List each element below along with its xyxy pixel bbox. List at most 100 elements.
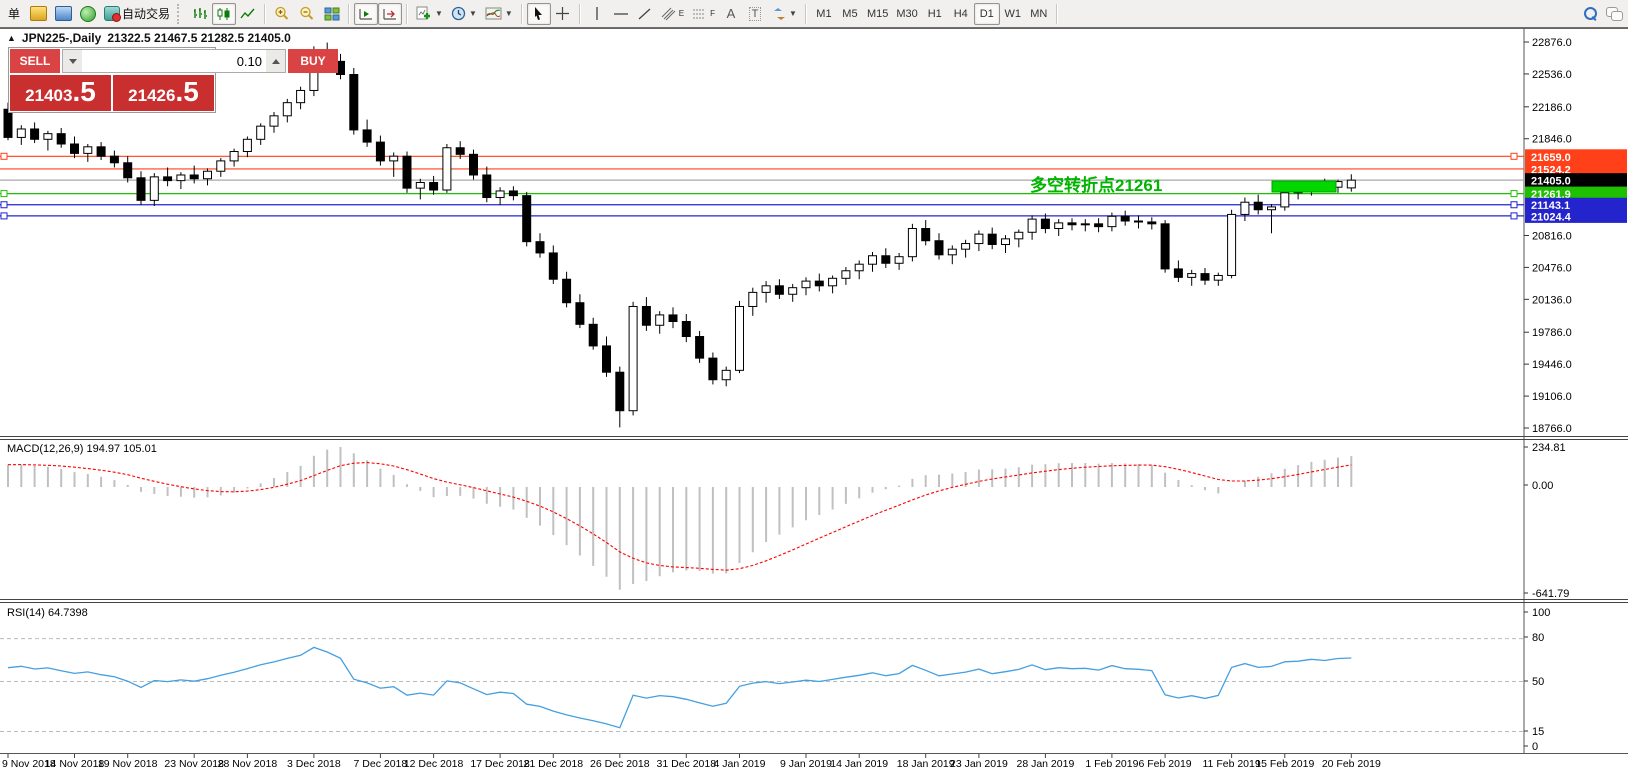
text-label-tool[interactable]: T: [743, 3, 767, 25]
price-tick-label: 20816.0: [1532, 230, 1572, 242]
timeframe-M1[interactable]: M1: [816, 7, 832, 20]
candle: [761, 285, 771, 293]
terminal-icon-button[interactable]: [51, 3, 76, 25]
candle: [482, 174, 492, 199]
line-handle[interactable]: [1510, 190, 1518, 198]
buy-button[interactable]: BUY: [288, 49, 338, 73]
volume-increase-button[interactable]: [266, 50, 285, 72]
candle: [894, 256, 904, 264]
line-handle[interactable]: [0, 201, 8, 209]
indicators-dropdown[interactable]: ▼: [481, 3, 517, 25]
deposit-icon-button[interactable]: [26, 3, 51, 25]
tile-windows-button[interactable]: [320, 3, 344, 25]
timeframe-H4[interactable]: H4: [953, 7, 968, 20]
zoom-out-icon: [300, 6, 314, 20]
equidistant-channel-tool[interactable]: E: [657, 3, 688, 25]
timeframe-W1[interactable]: W1: [1004, 7, 1022, 20]
date-label: 26 Dec 2018: [590, 758, 650, 770]
green-rectangle-object[interactable]: [1271, 180, 1337, 193]
period-dropdown[interactable]: ▼: [447, 3, 481, 25]
vertical-line-tool[interactable]: [585, 3, 609, 25]
horizontal-line-tool[interactable]: [609, 3, 633, 25]
date-label: 14 Nov 2018: [45, 758, 105, 770]
line-handle[interactable]: [1510, 201, 1518, 209]
candle: [1120, 215, 1130, 222]
text-label-icon: T: [748, 6, 762, 21]
line-handle[interactable]: [1510, 212, 1518, 220]
fibonacci-tool[interactable]: F: [688, 3, 719, 25]
sell-button[interactable]: SELL: [10, 49, 60, 73]
line-handle[interactable]: [0, 152, 8, 160]
triangle-up-icon: [271, 58, 280, 64]
volume-decrease-button[interactable]: [63, 50, 82, 72]
sell-price[interactable]: 21403.5: [10, 75, 111, 111]
candle: [1014, 231, 1024, 240]
date-label: 1 Feb 2019: [1085, 758, 1138, 770]
date-label: 4 Jan 2019: [714, 758, 766, 770]
bar-chart-mode-button[interactable]: [188, 3, 212, 25]
candle: [508, 190, 518, 197]
new-chart-dropdown[interactable]: ▼: [412, 3, 447, 25]
timeframe-D1[interactable]: D1: [973, 2, 1000, 25]
sell-price-frac: .5: [72, 76, 96, 107]
candle: [495, 190, 505, 199]
candle: [415, 182, 425, 189]
candle: [296, 89, 306, 104]
candle: [1107, 215, 1117, 228]
cursor-tool-button[interactable]: [526, 2, 551, 25]
timeframe-M5[interactable]: M5: [842, 7, 858, 20]
timeframe-MN[interactable]: MN: [1030, 7, 1048, 20]
line-handle[interactable]: [0, 212, 8, 220]
toolbar-grip: [177, 3, 185, 24]
rsi-line: [7, 646, 1352, 729]
candlestick-mode-button[interactable]: [212, 2, 237, 25]
candle: [1054, 222, 1064, 230]
line-chart-mode-button[interactable]: [236, 3, 260, 25]
candle: [1346, 179, 1356, 189]
signals-icon-button[interactable]: [76, 3, 100, 25]
zoom-out-button[interactable]: [295, 3, 320, 25]
auto-scroll-button[interactable]: [354, 2, 379, 25]
text-tool[interactable]: A: [719, 3, 743, 25]
line-handle[interactable]: [1510, 152, 1518, 160]
candle: [96, 146, 106, 157]
search-button[interactable]: [1578, 3, 1602, 25]
new-chart-icon: [416, 6, 431, 20]
timeframe-H1[interactable]: H1: [927, 7, 942, 20]
zoom-in-button[interactable]: [270, 3, 295, 25]
chat-button[interactable]: [1602, 3, 1626, 25]
fibonacci-icon: [693, 9, 706, 18]
chart-shift-button[interactable]: [378, 2, 403, 25]
date-label: 23 Jan 2019: [950, 758, 1008, 770]
toolbar-separator: [348, 3, 351, 24]
timeframe-toolbar: M1 M5 M15 M30 H1 H4 D1 W1 MN: [811, 2, 1052, 25]
line-chart-icon: [240, 8, 255, 18]
candle: [814, 280, 824, 287]
crosshair-tool-button[interactable]: [551, 3, 575, 25]
candle: [974, 233, 984, 245]
new-order-button[interactable]: 单: [2, 3, 26, 25]
line-handle[interactable]: [0, 190, 8, 198]
annotation-text[interactable]: 多空转折点21261: [1030, 175, 1162, 195]
volume-input[interactable]: [82, 50, 266, 72]
timeframe-M30[interactable]: M30: [896, 7, 918, 20]
collapse-icon[interactable]: ▲: [7, 33, 16, 43]
candle: [1240, 201, 1250, 215]
candle: [921, 228, 931, 242]
signal-icon: [80, 5, 96, 22]
arrows-tool-dropdown[interactable]: ▼: [767, 3, 801, 25]
candle: [30, 128, 40, 140]
candle: [615, 371, 625, 412]
one-click-trading-panel: SELL BUY 21403.5 21426.5: [8, 47, 338, 113]
buy-price[interactable]: 21426.5: [113, 75, 214, 111]
date-label: 11 Feb 2019: [1203, 758, 1261, 770]
timeframe-M15[interactable]: M15: [866, 7, 889, 20]
toolbar-separator: [520, 3, 523, 24]
search-icon: [1583, 7, 1597, 21]
candle: [216, 160, 226, 172]
candlestick-icon: [217, 7, 230, 20]
autotrading-button[interactable]: 自动交易: [100, 3, 174, 25]
trendline-tool[interactable]: [633, 3, 657, 25]
